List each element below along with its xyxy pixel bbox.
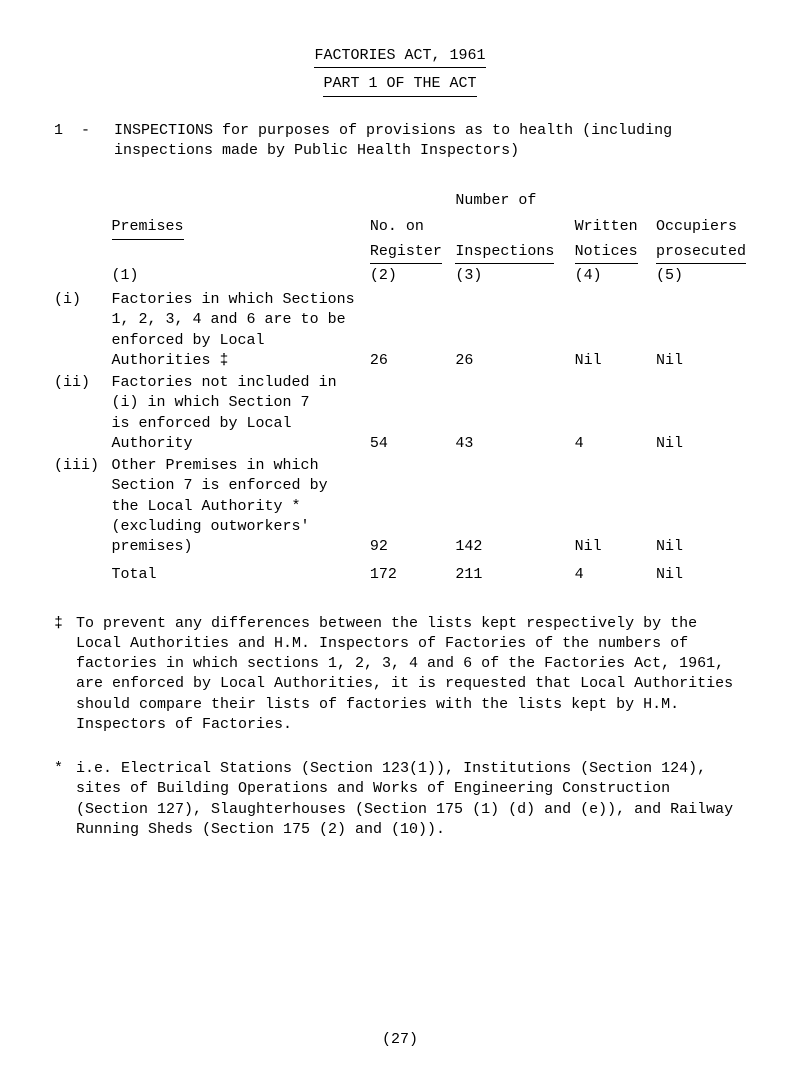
premises-line: the Local Authority * <box>112 497 362 517</box>
footnote-2: * i.e. Electrical Stations (Section 123(… <box>54 759 746 840</box>
premises-line: premises) <box>112 537 362 557</box>
footnote-text: To prevent any differences between the l… <box>76 614 746 736</box>
register-value: 92 <box>370 456 455 559</box>
header-occupiers: Occupiers <box>656 217 746 241</box>
colnum-1: (1) <box>112 266 370 290</box>
inspections-value: 142 <box>455 456 574 559</box>
footnote-1: ‡ To prevent any differences between the… <box>54 614 746 736</box>
colnum-2: (2) <box>370 266 455 290</box>
section-text: INSPECTIONS for purposes of provisions a… <box>114 121 746 162</box>
register-value: 26 <box>370 290 455 373</box>
table-row: (iii) Other Premises in which Section 7 … <box>54 456 746 559</box>
total-notices: 4 <box>575 559 656 585</box>
occupiers-value: Nil <box>656 373 746 456</box>
footnote-text: i.e. Electrical Stations (Section 123(1)… <box>76 759 746 840</box>
colnum-4: (4) <box>575 266 656 290</box>
title-line-1: FACTORIES ACT, 1961 <box>314 46 485 68</box>
premises-line: Factories in which Sections <box>112 290 362 310</box>
premises-line: 1, 2, 3, 4 and 6 are to be <box>112 310 362 330</box>
notices-value: 4 <box>575 373 656 456</box>
premises-line: (excluding outworkers' <box>112 517 362 537</box>
header-register: Register <box>370 242 442 264</box>
occupiers-value: Nil <box>656 456 746 559</box>
header-inspections: Inspections <box>455 242 554 264</box>
header-premises: Premises <box>112 217 184 239</box>
header-notices: Notices <box>575 242 638 264</box>
premises-line: is enforced by Local <box>112 414 362 434</box>
premises-line: Section 7 is enforced by <box>112 476 362 496</box>
premises-line: (i) in which Section 7 <box>112 393 362 413</box>
table-row: (ii) Factories not included in (i) in wh… <box>54 373 746 456</box>
header-no-on: No. on <box>370 217 455 241</box>
section-intro: 1 - INSPECTIONS for purposes of provisio… <box>54 121 746 162</box>
total-inspections: 211 <box>455 559 574 585</box>
row-index: (iii) <box>54 456 112 559</box>
footnote-mark: ‡ <box>54 614 76 736</box>
title-line-2: PART 1 OF THE ACT <box>323 74 476 96</box>
inspections-value: 26 <box>455 290 574 373</box>
title-block: FACTORIES ACT, 1961 PART 1 OF THE ACT <box>54 46 746 103</box>
total-register: 172 <box>370 559 455 585</box>
notices-value: Nil <box>575 456 656 559</box>
page-number: (27) <box>54 1030 746 1050</box>
premises-line: enforced by Local <box>112 331 362 351</box>
occupiers-value: Nil <box>656 290 746 373</box>
total-occupiers: Nil <box>656 559 746 585</box>
premises-line: Authority <box>112 434 362 454</box>
notices-value: Nil <box>575 290 656 373</box>
header-prosecuted: prosecuted <box>656 242 746 264</box>
premises-line: Authorities ‡ <box>112 351 362 371</box>
premises-line: Other Premises in which <box>112 456 362 476</box>
row-index: (ii) <box>54 373 112 456</box>
total-row: Total 172 211 4 Nil <box>54 559 746 585</box>
table-row: (i) Factories in which Sections 1, 2, 3,… <box>54 290 746 373</box>
premises-line: Factories not included in <box>112 373 362 393</box>
colnum-3: (3) <box>455 266 574 290</box>
inspections-table: Number of Premises No. on Written Occupi… <box>54 191 746 586</box>
row-index: (i) <box>54 290 112 373</box>
total-label: Total <box>112 566 175 583</box>
colnum-5: (5) <box>656 266 746 290</box>
register-value: 54 <box>370 373 455 456</box>
inspections-value: 43 <box>455 373 574 456</box>
footnote-mark: * <box>54 759 76 840</box>
header-number-of: Number of <box>455 191 746 217</box>
section-marker: 1 - <box>54 121 114 162</box>
header-written: Written <box>575 217 656 241</box>
